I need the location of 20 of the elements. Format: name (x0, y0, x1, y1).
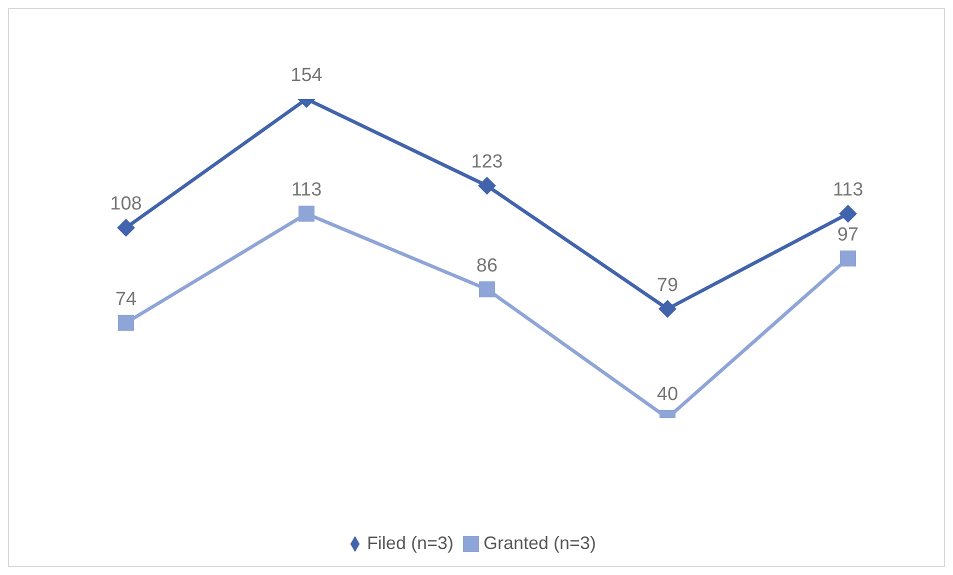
data-label: 123 (471, 152, 503, 173)
data-label: 154 (290, 65, 323, 86)
data-label: 79 (656, 274, 678, 296)
data-label: 97 (837, 224, 859, 246)
data-label: 40 (656, 384, 678, 405)
point (840, 250, 856, 266)
legend-label: Filed (n=3) (366, 533, 454, 553)
data-label: 113 (291, 180, 322, 201)
point (658, 300, 676, 318)
data-label: 74 (115, 288, 137, 310)
point (839, 204, 857, 223)
point (118, 314, 134, 331)
legend-label: Granted (n=3) (483, 533, 596, 553)
point (298, 206, 314, 222)
point (117, 218, 135, 237)
data-label: 86 (476, 255, 498, 276)
data-label: 113 (832, 180, 864, 201)
point (479, 281, 495, 298)
point (478, 176, 496, 195)
data-label: 108 (110, 194, 142, 215)
